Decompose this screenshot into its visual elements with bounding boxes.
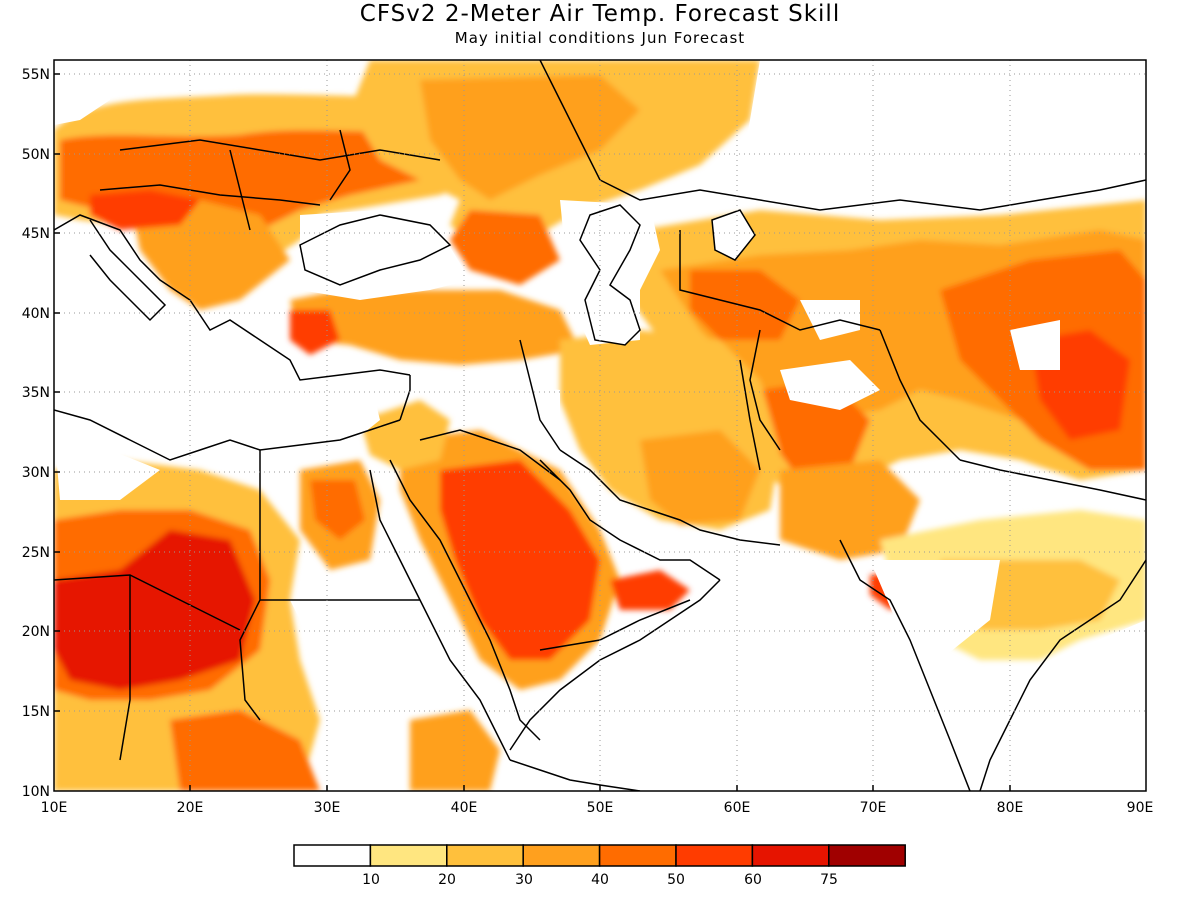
skill-region-chad-max: [60, 580, 210, 670]
lon-label-40e: 40E: [451, 800, 478, 816]
skill-region-russia-core: [420, 75, 640, 200]
skill-region-central-europe-peak: [90, 190, 200, 230]
skill-region-sudan-south: [170, 710, 320, 791]
lon-label-20e: 20E: [177, 800, 204, 816]
lon-label-10e: 10E: [41, 800, 68, 816]
skill-shading: [54, 60, 1146, 791]
lat-label-35n: 35N: [22, 385, 50, 401]
lat-label-20n: 20N: [22, 624, 50, 640]
colorbar-swatch-0: [293, 844, 372, 867]
skill-region-oman: [610, 570, 690, 610]
graticule: [54, 60, 1146, 791]
skill-region-levant: [360, 400, 450, 470]
skill-region-anatolia-west: [290, 310, 340, 355]
skill-region-ethiopia: [410, 710, 500, 791]
lat-label-15n: 15N: [22, 704, 50, 720]
colorbar-swatch-7: [828, 844, 906, 867]
colorbar-label-30: 30: [515, 872, 533, 888]
lat-label-50n: 50N: [22, 147, 50, 163]
skill-region-pakistan: [780, 460, 920, 560]
lon-label-90e: 90E: [1127, 800, 1154, 816]
lon-label-80e: 80E: [997, 800, 1024, 816]
colorbar-label-40: 40: [591, 872, 609, 888]
colorbar-swatch-5: [675, 844, 754, 867]
colorbar-swatch-2: [446, 844, 524, 867]
colorbar-swatch-4: [598, 844, 677, 867]
lat-label-40n: 40N: [22, 306, 50, 322]
lat-label-10n: 10N: [22, 784, 50, 800]
colorbar-swatch-1: [369, 844, 448, 867]
lon-label-30e: 30E: [314, 800, 341, 816]
lat-label-55n: 55N: [22, 67, 50, 83]
lon-label-70e: 70E: [860, 800, 887, 816]
latitude-labels: 55N 50N 45N 40N 35N 30N 25N 20N 15N 10N: [22, 67, 50, 800]
lat-label-25n: 25N: [22, 545, 50, 561]
skill-region-anatolia: [290, 290, 580, 365]
lon-label-50e: 50E: [587, 800, 614, 816]
tick-marks: [54, 73, 1011, 791]
skill-region-volga: [450, 210, 560, 285]
water-bodies: [299, 204, 756, 346]
colorbar-swatch-6: [751, 844, 830, 867]
colorbar-label-60: 60: [744, 872, 762, 888]
colorbar-label-75: 75: [820, 872, 838, 888]
colorbar-label-20: 20: [438, 872, 456, 888]
colorbar-label-10: 10: [362, 872, 380, 888]
map-title: CFSv2 2-Meter Air Temp. Forecast Skill: [359, 1, 841, 27]
lon-label-60e: 60E: [724, 800, 751, 816]
skill-region-egypt-east-core: [310, 480, 365, 540]
longitude-labels: 10E 20E 30E 40E 50E 60E 70E 80E 90E: [41, 800, 1154, 816]
colorbar: 10 20 30 40 50 60 75: [293, 844, 906, 888]
coastlines: [54, 60, 1146, 791]
skill-region-iran-core: [640, 430, 760, 525]
colorbar-swatch-3: [522, 844, 601, 867]
skill-region-arabia-core: [440, 460, 600, 660]
lat-label-45n: 45N: [22, 226, 50, 242]
aral-sea: [711, 209, 756, 261]
map-subtitle: May initial conditions Jun Forecast: [454, 29, 746, 47]
colorbar-label-50: 50: [667, 872, 685, 888]
lat-label-30n: 30N: [22, 465, 50, 481]
black-sea: [299, 214, 452, 286]
skill-region-caspian-east: [690, 270, 800, 340]
